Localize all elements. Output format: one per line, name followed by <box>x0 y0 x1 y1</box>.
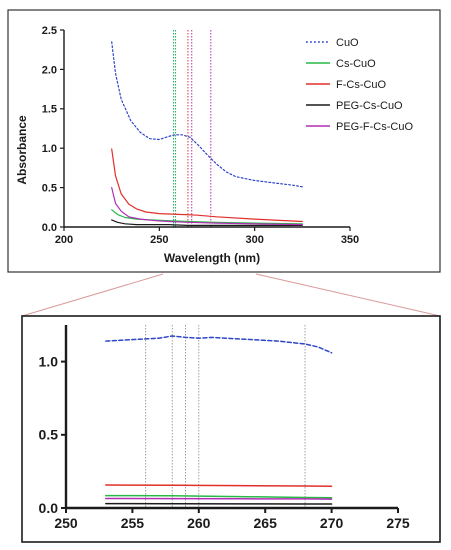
y-tick-label: 2.0 <box>42 64 57 76</box>
main-x-axis-label: Wavelength (nm) <box>164 251 260 265</box>
legend-label: F-Cs-CuO <box>336 79 387 91</box>
x-tick-label: 250 <box>54 515 78 531</box>
y-tick-label: 0.0 <box>42 222 57 234</box>
legend-label: PEG-F-Cs-CuO <box>336 121 413 133</box>
main-series <box>111 41 303 226</box>
y-tick-label: 1.5 <box>42 104 57 116</box>
zoom-chart-frame <box>21 315 441 543</box>
x-tick-label: 250 <box>150 234 168 246</box>
series-line-f-cs-cuo <box>105 484 333 488</box>
zoom-axes <box>64 325 398 510</box>
series-line-cs-cuo <box>111 209 303 225</box>
series-line-f-cs-cuo <box>111 148 303 223</box>
x-tick-label: 265 <box>254 515 278 531</box>
x-tick-label: 270 <box>320 515 344 531</box>
main-y-ticks: 0.0 0.5 1.0 1.5 2.0 2.5 <box>42 25 64 234</box>
y-tick-label: 0.5 <box>39 427 59 443</box>
legend-label: Cs-CuO <box>336 58 376 70</box>
series-line-cs-cuo <box>105 494 333 499</box>
x-tick-label: 255 <box>121 515 145 531</box>
x-tick-label: 350 <box>341 234 359 246</box>
series-line-cuo <box>105 335 333 354</box>
zoom-connector-right <box>255 273 441 317</box>
series-line-cuo <box>111 41 303 188</box>
y-tick-label: 1.0 <box>39 354 59 370</box>
main-x-ticks: 200 250 300 350 <box>55 227 359 246</box>
main-chart: 0.0 0.5 1.0 1.5 2.0 2.5 200 250 300 350 Waveleng… <box>15 25 413 265</box>
y-tick-label: 1.0 <box>42 143 57 155</box>
zoom-series <box>105 335 333 505</box>
y-tick-label: 0.5 <box>42 182 57 194</box>
series-line-peg-f-cs-cuo <box>105 497 333 500</box>
zoom-x-ticks: 250 255 260 265 270 275 <box>54 508 410 531</box>
legend-label: CuO <box>336 37 359 49</box>
main-y-axis-label: Absorbance <box>15 115 29 185</box>
x-tick-label: 260 <box>187 515 211 531</box>
zoom-reference-lines <box>145 325 306 508</box>
main-reference-lines <box>173 30 212 227</box>
main-chart-frame <box>7 9 441 273</box>
series-line-peg-cs-cuo <box>111 219 303 226</box>
legend-label: PEG-Cs-CuO <box>336 100 403 112</box>
x-tick-label: 300 <box>245 234 263 246</box>
x-tick-label: 275 <box>386 515 410 531</box>
zoom-y-ticks: 0.0 0.5 1.0 <box>39 354 66 516</box>
zoom-chart: 0.0 0.5 1.0 250 255 260 265 270 275 <box>39 325 410 531</box>
x-tick-label: 200 <box>55 234 73 246</box>
legend: CuO Cs-CuO F-Cs-CuO PEG-Cs-CuO PEG-F-Cs-CuO <box>306 37 413 133</box>
zoom-connector-left <box>21 273 164 317</box>
y-tick-label: 2.5 <box>42 25 57 37</box>
series-line-peg-f-cs-cuo <box>111 187 303 226</box>
y-tick-label: 0.0 <box>39 500 59 516</box>
main-axes <box>63 30 350 228</box>
